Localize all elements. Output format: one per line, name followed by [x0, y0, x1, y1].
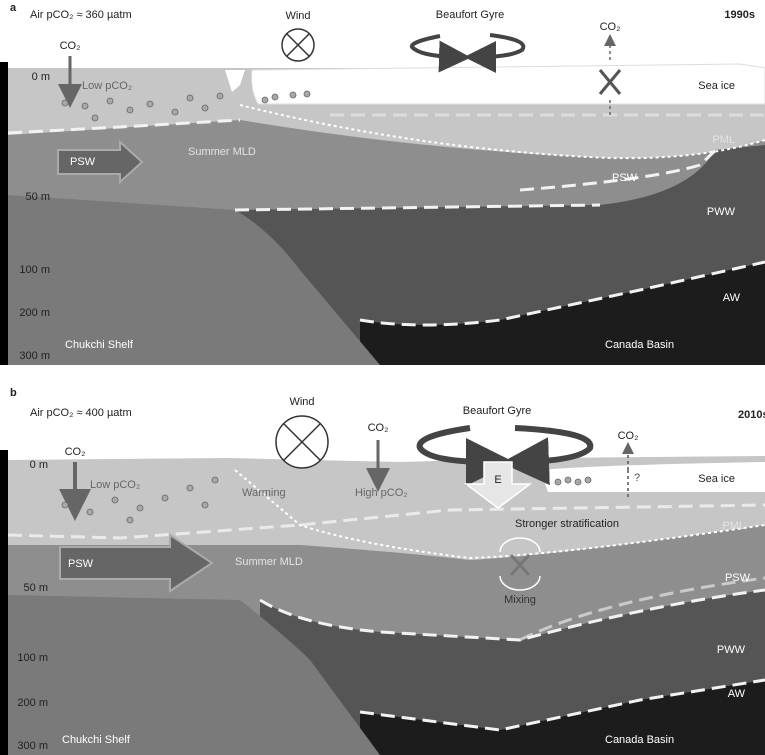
sea-ice-label: Sea ice	[698, 473, 735, 485]
warming-label: Warming	[242, 487, 286, 499]
layer-label: PML	[722, 520, 745, 532]
layer-label: PML	[712, 134, 735, 146]
depth-label: 100 m	[19, 264, 50, 276]
gyre-label: Beaufort Gyre	[463, 405, 531, 417]
shelf-label: Chukchi Shelf	[62, 734, 131, 746]
panel-b: b Air pCO₂ ≈ 400 µatm Wind CO₂ Beaufort …	[0, 385, 765, 755]
layer-label: PSW	[612, 172, 638, 184]
co2-label: CO₂	[618, 430, 639, 442]
depth-label: 50 m	[24, 582, 48, 594]
co2-label: CO₂	[368, 422, 389, 434]
layer-label: AW	[723, 292, 741, 304]
gyre-label: Beaufort Gyre	[436, 9, 504, 21]
figure: a Air pCO₂ ≈ 360 µatm Wind Beaufort Gyre…	[0, 0, 765, 755]
air-pco2: Air pCO₂ ≈ 360 µatm	[30, 9, 132, 21]
sea-ice-label: Sea ice	[698, 80, 735, 92]
depth-label: 50 m	[26, 191, 50, 203]
question-label: ?	[634, 472, 640, 484]
co2-label: CO₂	[600, 21, 621, 33]
panel-a: a Air pCO₂ ≈ 360 µatm Wind Beaufort Gyre…	[0, 0, 765, 365]
low-pco2-label: Low pCO₂	[82, 80, 132, 92]
summer-mld-label: Summer MLD	[235, 556, 303, 568]
co2-label: CO₂	[60, 40, 81, 52]
low-pco2-label: Low pCO₂	[90, 479, 140, 491]
sea-ice	[252, 64, 765, 104]
depth-label: 200 m	[19, 307, 50, 319]
shelf-label: Chukchi Shelf	[65, 339, 134, 351]
era-label: 1990s	[724, 9, 755, 21]
psw-arrow-label: PSW	[70, 156, 96, 168]
air-pco2: Air pCO₂ ≈ 400 µatm	[30, 407, 132, 419]
mixing-label: Mixing	[504, 594, 536, 606]
depth-label: 100 m	[17, 652, 48, 664]
layer-label: AW	[728, 688, 746, 700]
wind-symbol	[276, 416, 328, 468]
high-pco2-label: High pCO₂	[355, 487, 408, 499]
layer-label: PWW	[717, 644, 746, 656]
era-label: 2010s	[738, 409, 765, 421]
basin-label: Canada Basin	[605, 339, 674, 351]
summer-mld-label: Summer MLD	[188, 146, 256, 158]
ekman-label: E	[494, 474, 501, 486]
panel-label: b	[10, 387, 17, 399]
depth-label: 0 m	[32, 71, 50, 83]
wind-label: Wind	[289, 396, 314, 408]
depth-label: 300 m	[17, 740, 48, 752]
co2-label: CO₂	[65, 446, 86, 458]
wind-symbol	[282, 29, 314, 61]
stratification-label: Stronger stratification	[515, 518, 619, 530]
depth-label: 200 m	[17, 697, 48, 709]
wind-label: Wind	[285, 10, 310, 22]
depth-label: 0 m	[30, 459, 48, 471]
depth-label: 300 m	[19, 350, 50, 362]
panel-label: a	[10, 2, 17, 14]
psw-arrow-label: PSW	[68, 558, 94, 570]
layer-label: PSW	[725, 572, 751, 584]
basin-label: Canada Basin	[605, 734, 674, 746]
page: { "panels": [ { "label": "a", "air_pco2"…	[0, 0, 765, 755]
layer-label: PWW	[707, 206, 736, 218]
